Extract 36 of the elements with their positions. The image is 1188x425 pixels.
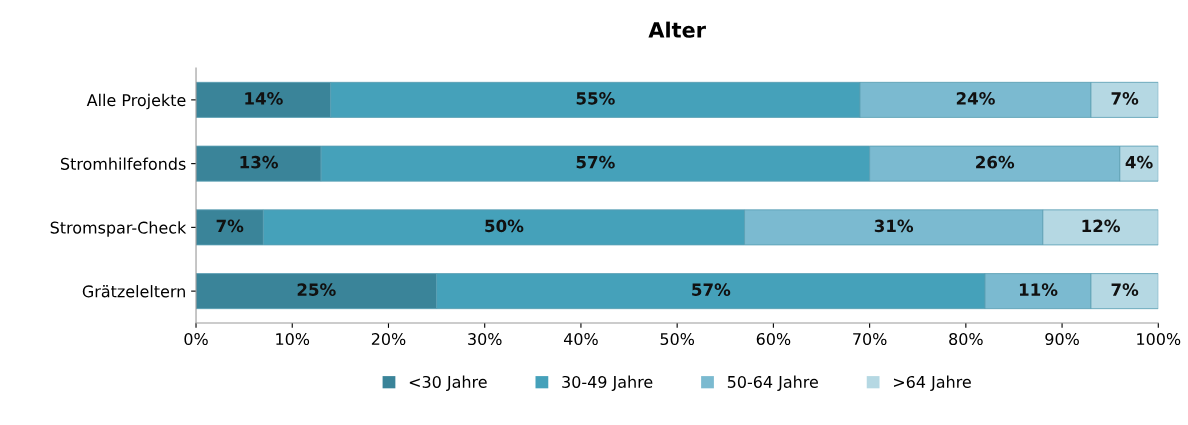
- data-label: 24%: [956, 92, 995, 105]
- data-label: 12%: [1082, 219, 1120, 233]
- legend-label: >64 Jahre: [893, 375, 971, 391]
- x-tick-label: 100%: [1137, 333, 1181, 346]
- y-tick-label: Alle Projekte: [86, 93, 186, 110]
- data-label: 11%: [1019, 283, 1058, 296]
- legend-label: 50-64 Jahre: [727, 375, 818, 391]
- x-tick-label: 60%: [756, 333, 791, 346]
- data-label: 13%: [240, 155, 278, 169]
- x-tick-label: 30%: [468, 333, 502, 346]
- data-label: 55%: [576, 92, 615, 105]
- data-label: 7%: [216, 219, 244, 233]
- chart-title: Alter: [648, 21, 706, 38]
- legend-label: 30-49 Jahre: [562, 375, 653, 391]
- data-label: 7%: [1111, 92, 1139, 105]
- data-label: 26%: [976, 155, 1015, 169]
- data-label: 57%: [576, 155, 615, 169]
- y-tick-label: Stromhilfefonds: [60, 157, 186, 170]
- x-tick-label: 10%: [276, 333, 310, 346]
- data-label: 25%: [297, 283, 336, 296]
- data-label: 57%: [692, 283, 731, 296]
- data-label: 4%: [1125, 155, 1153, 169]
- legend-label: <30 Jahre: [409, 375, 487, 391]
- x-tick-label: 90%: [1045, 333, 1079, 346]
- data-label: 50%: [485, 219, 524, 233]
- data-label: 7%: [1111, 283, 1139, 296]
- x-tick-label: 40%: [563, 333, 598, 346]
- data-label: 31%: [874, 219, 914, 233]
- data-label: 14%: [245, 92, 283, 105]
- y-tick-label: Stromspar-Check: [50, 221, 187, 237]
- x-tick-label: 70%: [853, 333, 887, 346]
- x-tick-label: 20%: [371, 333, 406, 346]
- x-tick-label: 50%: [660, 333, 695, 346]
- x-tick-label: 0%: [184, 333, 208, 346]
- x-tick-label: 80%: [949, 333, 983, 346]
- y-tick-label: Grätzeleltern: [82, 285, 185, 298]
